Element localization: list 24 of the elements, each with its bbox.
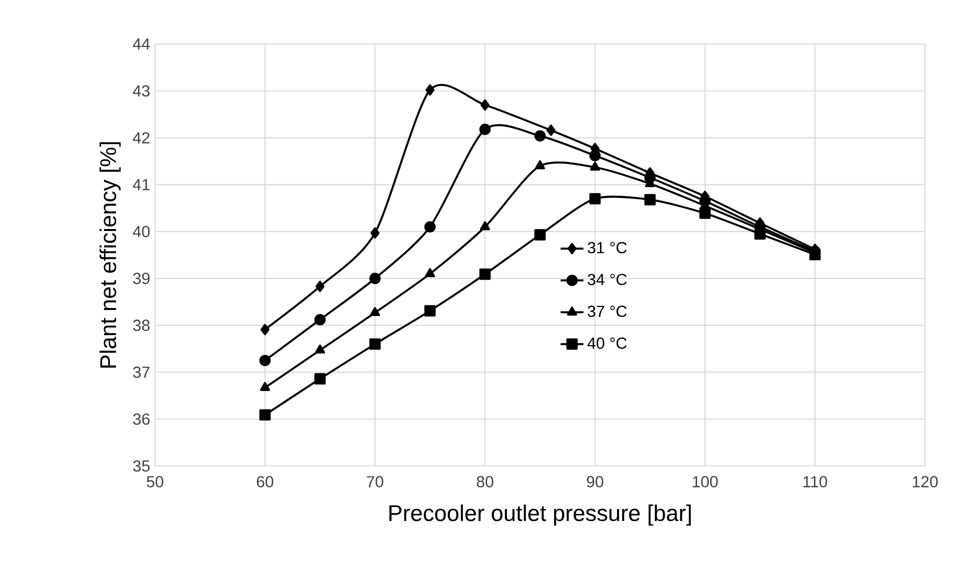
y-axis-title: Plant net efficiency [%] (100, 142, 121, 368)
y-tick-label: 43 (132, 85, 150, 97)
y-tick-label: 42 (132, 132, 150, 144)
x-tick-label: 70 (366, 476, 384, 488)
y-tick-label: 44 (132, 38, 150, 50)
y-tick-label: 37 (133, 366, 150, 378)
legend-label: 31 °C (588, 242, 627, 254)
x-tick-label: 100 (692, 476, 718, 488)
y-tick-label: 40 (132, 226, 150, 238)
y-tick-label: 39 (133, 272, 150, 284)
x-tick-label: 110 (803, 476, 828, 488)
x-tick-label: 80 (476, 476, 494, 488)
legend-label: 37 °C (588, 306, 627, 317)
x-tick-label: 120 (912, 476, 938, 488)
x-tick-label: 90 (586, 476, 604, 488)
legend-label: 34 °C (588, 274, 627, 286)
y-tick-label: 36 (133, 413, 150, 425)
x-tick-label: 60 (256, 476, 274, 488)
legend-label: 40 °C (587, 338, 627, 349)
y-tick-label: 41 (132, 179, 150, 190)
y-tick-label: 38 (133, 320, 150, 331)
x-tick-label: 50 (146, 476, 164, 488)
x-axis-title: Precooler outlet pressure [bar] (389, 504, 691, 526)
y-tick-label: 35 (133, 460, 150, 472)
